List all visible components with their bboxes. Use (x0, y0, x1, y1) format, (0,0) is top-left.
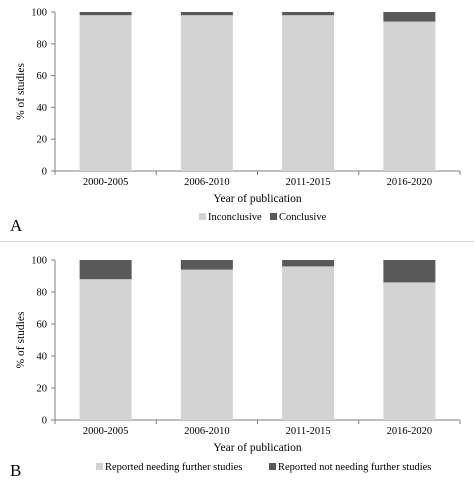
x-axis-title: Year of publication (213, 193, 302, 205)
legend-swatch (270, 213, 277, 220)
x-tick-label: 2006-2010 (184, 426, 230, 437)
bar-reported-needing-further-studies-2011-2015 (282, 266, 335, 420)
bar-conclusive-2011-2015 (282, 12, 335, 16)
bar-reported-not-needing-further-studies-2000-2005 (79, 260, 132, 280)
x-tick-label: 2000-2005 (83, 177, 129, 188)
x-tick-label: 2016-2020 (387, 426, 433, 437)
y-tick-label: 60 (37, 320, 48, 331)
bar-reported-not-needing-further-studies-2006-2010 (180, 260, 233, 270)
bar-inconclusive-2000-2005 (79, 15, 132, 172)
y-tick-label: 0 (42, 167, 47, 178)
y-axis-title: % of studies (15, 63, 27, 120)
y-tick-label: 20 (37, 384, 48, 395)
x-tick-label: 2016-2020 (387, 177, 433, 188)
x-tick-label: 2011-2015 (286, 177, 331, 188)
legend-swatch (269, 463, 276, 470)
bar-reported-needing-further-studies-2016-2020 (383, 282, 436, 420)
bar-reported-not-needing-further-studies-2016-2020 (383, 260, 436, 283)
y-tick-label: 80 (37, 39, 48, 50)
panel-letter: A (10, 216, 23, 235)
y-tick-label: 0 (42, 416, 47, 427)
x-tick-label: 2000-2005 (83, 426, 129, 437)
bar-reported-needing-further-studies-2000-2005 (79, 279, 132, 420)
bar-inconclusive-2011-2015 (282, 15, 335, 172)
bar-inconclusive-2006-2010 (180, 15, 233, 172)
legend-label: Reported not needing further studies (278, 462, 431, 473)
panel-letter: B (10, 461, 21, 480)
legend-label: Conclusive (279, 212, 327, 223)
bar-reported-not-needing-further-studies-2011-2015 (282, 260, 335, 267)
chart-panel-b: 0 20 40 60 80 100 % of studies 2000-2005 2006-20… (10, 256, 461, 480)
y-tick-label: 20 (37, 135, 48, 146)
bar-conclusive-2016-2020 (383, 12, 436, 22)
bar-conclusive-2006-2010 (180, 12, 233, 16)
x-tick-label: 2006-2010 (184, 177, 230, 188)
panel-divider (0, 241, 474, 242)
bar-inconclusive-2016-2020 (383, 21, 436, 171)
y-tick-label: 40 (37, 103, 48, 114)
chart-panel-a: 0 20 40 60 80 100 % of studies 2000-2005 2006-20… (10, 8, 461, 235)
y-tick-label: 40 (37, 352, 48, 363)
bar-reported-needing-further-studies-2006-2010 (180, 269, 233, 420)
legend-swatch (96, 463, 103, 470)
y-axis-title: % of studies (15, 311, 27, 368)
y-tick-label: 100 (31, 8, 47, 19)
y-tick-label: 60 (37, 71, 48, 82)
y-tick-label: 80 (37, 288, 48, 299)
x-tick-label: 2011-2015 (286, 426, 331, 437)
y-tick-label: 100 (31, 256, 47, 267)
bar-conclusive-2000-2005 (79, 12, 132, 16)
legend-swatch (199, 213, 206, 220)
legend-label: Inconclusive (208, 212, 262, 223)
x-axis-title: Year of publication (213, 442, 302, 454)
legend-label: Reported needing further studies (105, 462, 242, 473)
